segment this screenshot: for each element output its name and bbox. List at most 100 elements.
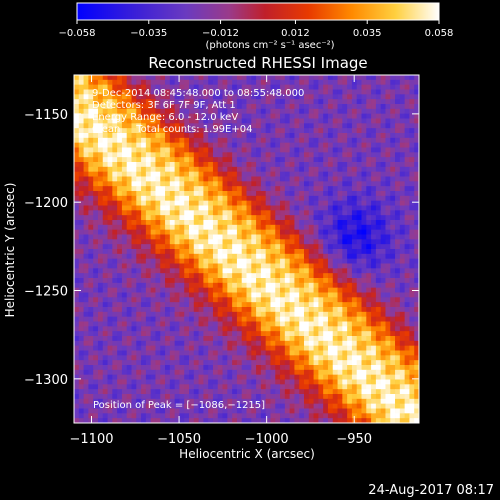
- heatmap-pixel: [318, 374, 324, 380]
- heatmap-pixel: [227, 268, 233, 274]
- heatmap-pixel: [198, 200, 204, 206]
- heatmap-pixel: [304, 84, 310, 90]
- heatmap-pixel: [256, 162, 262, 168]
- heatmap-pixel: [203, 210, 209, 216]
- heatmap-pixel: [409, 398, 415, 405]
- heatmap-pixel: [256, 268, 262, 274]
- heatmap-pixel: [280, 360, 286, 366]
- heatmap-pixel: [308, 331, 314, 337]
- heatmap-pixel: [256, 384, 262, 390]
- heatmap-pixel: [347, 239, 353, 245]
- heatmap-pixel: [404, 171, 410, 177]
- heatmap-pixel: [136, 104, 142, 110]
- heatmap-pixel: [337, 384, 343, 390]
- heatmap-pixel: [83, 210, 89, 216]
- heatmap-pixel: [145, 79, 152, 86]
- heatmap-pixel: [93, 336, 99, 342]
- heatmap-pixel: [371, 292, 377, 298]
- heatmap-pixel: [356, 224, 362, 231]
- heatmap-pixel: [375, 398, 382, 405]
- heatmap-pixel: [289, 147, 295, 153]
- heatmap-pixel: [304, 128, 310, 134]
- heatmap-pixel: [342, 316, 348, 322]
- heatmap-pixel: [145, 360, 152, 366]
- heatmap-pixel: [174, 186, 180, 192]
- heatmap-pixel: [212, 321, 219, 327]
- heatmap-pixel: [189, 287, 195, 293]
- heatmap-pixel: [212, 147, 219, 153]
- heatmap-pixel: [409, 302, 415, 308]
- heatmap-pixel: [112, 292, 118, 298]
- heatmap-pixel: [236, 282, 243, 289]
- heatmap-pixel: [227, 118, 233, 124]
- heatmap-pixel: [179, 186, 185, 192]
- heatmap-pixel: [160, 224, 166, 231]
- heatmap-pixel: [102, 128, 108, 134]
- heatmap-pixel: [275, 369, 281, 376]
- heatmap-pixel: [136, 316, 142, 322]
- heatmap-pixel: [78, 104, 84, 110]
- heatmap-pixel: [327, 220, 334, 226]
- heatmap-pixel: [256, 360, 262, 366]
- heatmap-pixel: [179, 157, 185, 163]
- heatmap-pixel: [280, 152, 286, 158]
- heatmap-pixel: [375, 287, 382, 293]
- heatmap-pixel: [155, 287, 161, 293]
- heatmap-pixel: [395, 249, 401, 255]
- heatmap-pixel: [366, 166, 372, 173]
- heatmap-pixel: [308, 186, 314, 192]
- heatmap-pixel: [198, 350, 204, 356]
- heatmap-pixel: [366, 311, 372, 318]
- heatmap-pixel: [97, 326, 104, 332]
- heatmap-pixel: [102, 220, 108, 226]
- heatmap-pixel: [203, 287, 209, 293]
- heatmap-pixel: [241, 394, 247, 400]
- heatmap-pixel: [351, 273, 358, 279]
- heatmap-pixel: [236, 253, 243, 260]
- heatmap-pixel: [380, 89, 386, 95]
- heatmap-pixel: [404, 244, 410, 250]
- heatmap-pixel: [409, 384, 415, 390]
- heatmap-pixel: [141, 384, 147, 390]
- heatmap-pixel: [318, 99, 324, 105]
- heatmap-pixel: [126, 234, 132, 240]
- heatmap-pixel: [107, 403, 113, 409]
- heatmap-pixel: [332, 316, 338, 322]
- heatmap-pixel: [169, 220, 176, 226]
- heatmap-pixel: [198, 215, 204, 221]
- heatmap-pixel: [414, 302, 420, 308]
- heatmap-pixel: [121, 84, 128, 90]
- heatmap-pixel: [102, 374, 108, 380]
- heatmap-pixel: [155, 195, 161, 202]
- heatmap-pixel: [131, 307, 137, 313]
- heatmap-pixel: [256, 133, 262, 139]
- heatmap-pixel: [313, 104, 319, 110]
- heatmap-pixel: [117, 244, 123, 250]
- heatmap-pixel: [212, 253, 219, 260]
- heatmap-pixel: [88, 287, 94, 293]
- heatmap-pixel: [136, 273, 142, 279]
- heatmap-pixel: [74, 166, 80, 173]
- heatmap-pixel: [227, 113, 233, 119]
- heatmap-pixel: [121, 287, 128, 293]
- heatmap-pixel: [395, 147, 401, 153]
- heatmap-pixel: [117, 403, 123, 409]
- heatmap-pixel: [189, 365, 195, 371]
- heatmap-pixel: [165, 186, 171, 192]
- heatmap-pixel: [169, 374, 176, 380]
- heatmap-pixel: [131, 75, 137, 81]
- heatmap-pixel: [150, 157, 156, 163]
- heatmap-pixel: [404, 384, 410, 390]
- heatmap-pixel: [332, 384, 338, 390]
- heatmap-pixel: [74, 200, 80, 206]
- heatmap-pixel: [308, 350, 314, 356]
- heatmap-pixel: [318, 350, 324, 356]
- heatmap-pixel: [366, 123, 372, 129]
- heatmap-pixel: [198, 321, 204, 327]
- heatmap-pixel: [102, 297, 108, 303]
- heatmap-pixel: [390, 176, 396, 182]
- heatmap-pixel: [308, 176, 314, 182]
- heatmap-pixel: [155, 84, 161, 90]
- heatmap-pixel: [131, 336, 137, 342]
- heatmap-pixel: [275, 157, 281, 163]
